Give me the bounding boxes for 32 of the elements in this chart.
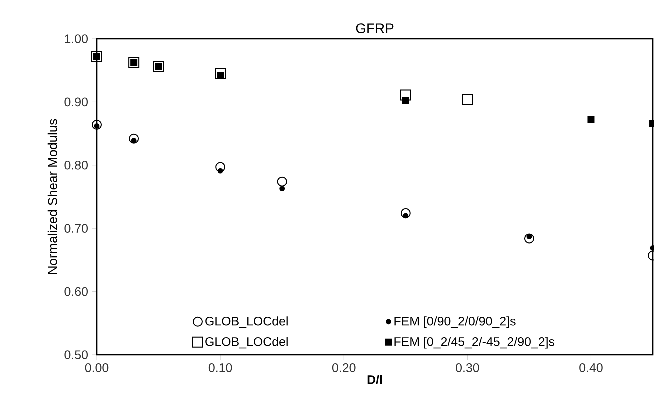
point (215, 68, 226, 80)
point (588, 116, 595, 124)
point (402, 97, 410, 104)
point (277, 176, 288, 187)
legend-label: FEM [0_2/45_2/-45_2/90_2]s (394, 337, 555, 349)
x-tick-label: 0.20 (332, 364, 356, 372)
y-tick-label: 0.50 (64, 350, 88, 360)
point (524, 234, 534, 244)
x-tick-label: 0.40 (580, 364, 603, 372)
x-tick-label: 0.10 (208, 364, 232, 372)
x-tick-label: 0.30 (456, 364, 480, 372)
legend-label: GLOB_LOCdel (206, 316, 288, 328)
y-tick-label: 0.90 (64, 98, 88, 107)
point (400, 90, 412, 101)
legend-label: FEM [0/90_2/0/90_2]s (394, 316, 516, 328)
point (462, 94, 474, 106)
y-tick-label: 1.00 (65, 34, 88, 44)
x-axis-title: D/l (368, 375, 382, 384)
chart-title: GFRP (356, 24, 394, 34)
point (217, 72, 224, 80)
point (92, 120, 102, 130)
point (129, 134, 140, 144)
x-tick-label: 0.00 (85, 364, 109, 372)
y-axis-title: Normalized Shear Modulus (48, 119, 58, 274)
y-tick-label: 0.70 (64, 224, 88, 234)
point (216, 162, 226, 172)
y-tick-label: 0.60 (64, 287, 88, 296)
point (218, 168, 224, 174)
point (400, 208, 411, 218)
y-tick-label: 0.80 (64, 160, 88, 170)
point (280, 186, 286, 192)
legend-label: GLOB_LOCdel (206, 337, 288, 349)
